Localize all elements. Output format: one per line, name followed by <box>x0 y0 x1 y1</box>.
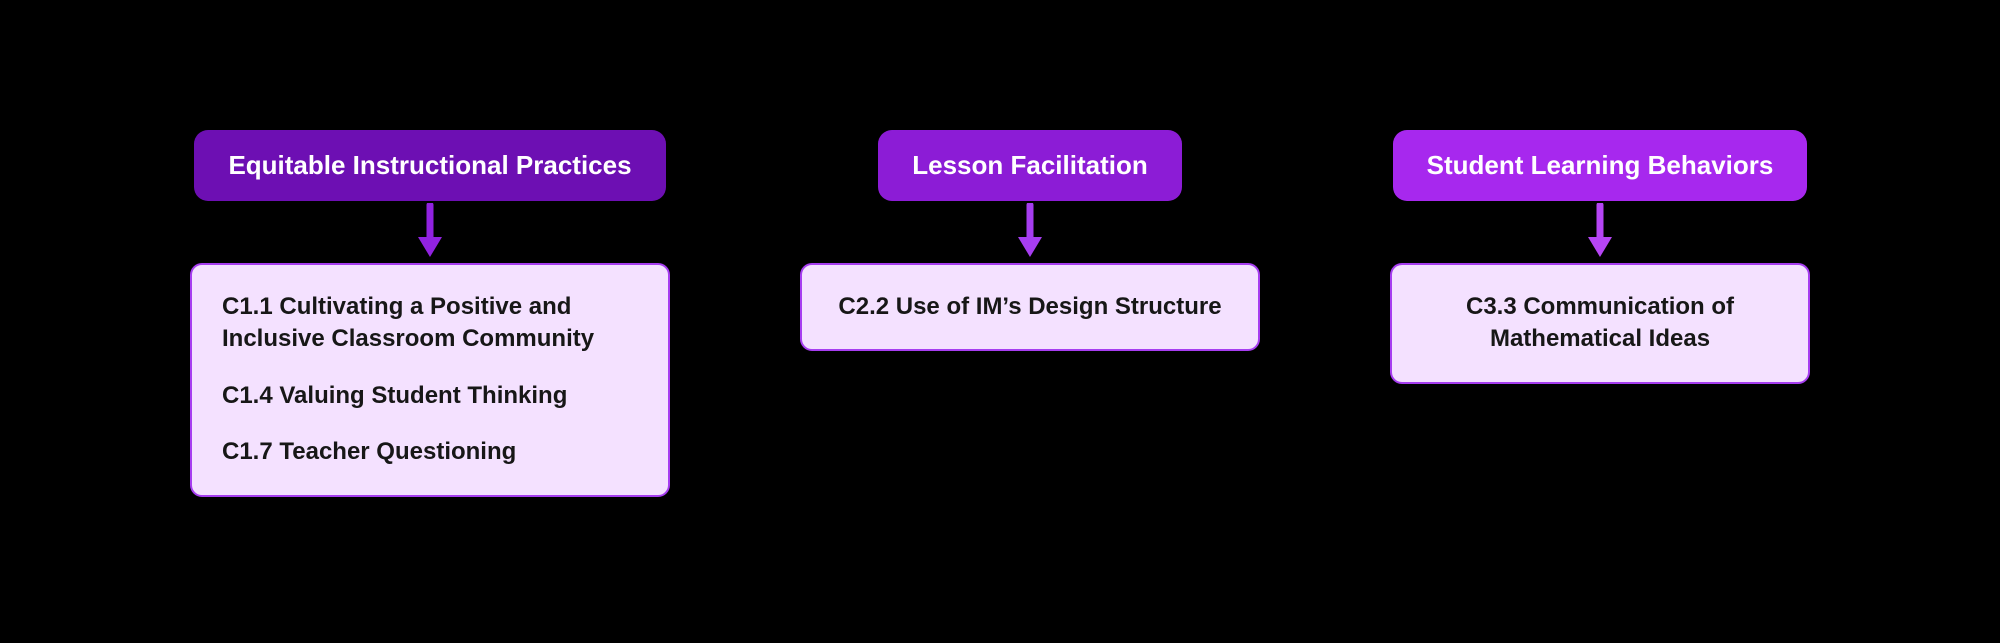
body-list: C1.1 Cultivating a Positive and Inclusiv… <box>222 291 638 469</box>
header-lesson-facilitation: Lesson Facilitation <box>878 130 1182 201</box>
body-equitable-practices: C1.1 Cultivating a Positive and Inclusiv… <box>190 263 670 497</box>
list-item: C1.7 Teacher Questioning <box>222 436 638 468</box>
list-item: C1.4 Valuing Student Thinking <box>222 380 638 412</box>
columns-row: Equitable Instructional Practices C1.1 C… <box>0 130 2000 497</box>
arrow-down-icon <box>410 203 450 261</box>
header-equitable-practices: Equitable Instructional Practices <box>194 130 665 201</box>
arrow-down-icon <box>1010 203 1050 261</box>
arrow-lesson-facilitation <box>1010 203 1050 261</box>
column-student-behaviors: Student Learning Behaviors C3.3 Communic… <box>1390 130 1810 497</box>
column-lesson-facilitation: Lesson Facilitation C2.2 Use of IM’s Des… <box>800 130 1260 497</box>
arrow-student-behaviors <box>1580 203 1620 261</box>
column-equitable-practices: Equitable Instructional Practices C1.1 C… <box>190 130 670 497</box>
body-student-behaviors: C3.3 Communication of Mathematical Ideas <box>1390 263 1810 384</box>
header-student-behaviors: Student Learning Behaviors <box>1393 130 1808 201</box>
diagram-canvas: Equitable Instructional Practices C1.1 C… <box>0 0 2000 643</box>
body-lesson-facilitation: C2.2 Use of IM’s Design Structure <box>800 263 1260 351</box>
arrow-down-icon <box>1580 203 1620 261</box>
body-text: C3.3 Communication of Mathematical Ideas <box>1422 291 1778 356</box>
arrow-equitable-practices <box>410 203 450 261</box>
body-text: C2.2 Use of IM’s Design Structure <box>832 291 1228 323</box>
list-item: C1.1 Cultivating a Positive and Inclusiv… <box>222 291 638 356</box>
